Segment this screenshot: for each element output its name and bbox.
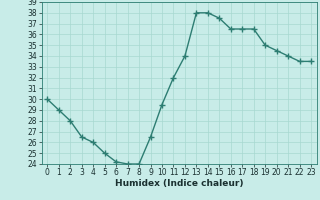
X-axis label: Humidex (Indice chaleur): Humidex (Indice chaleur) — [115, 179, 244, 188]
